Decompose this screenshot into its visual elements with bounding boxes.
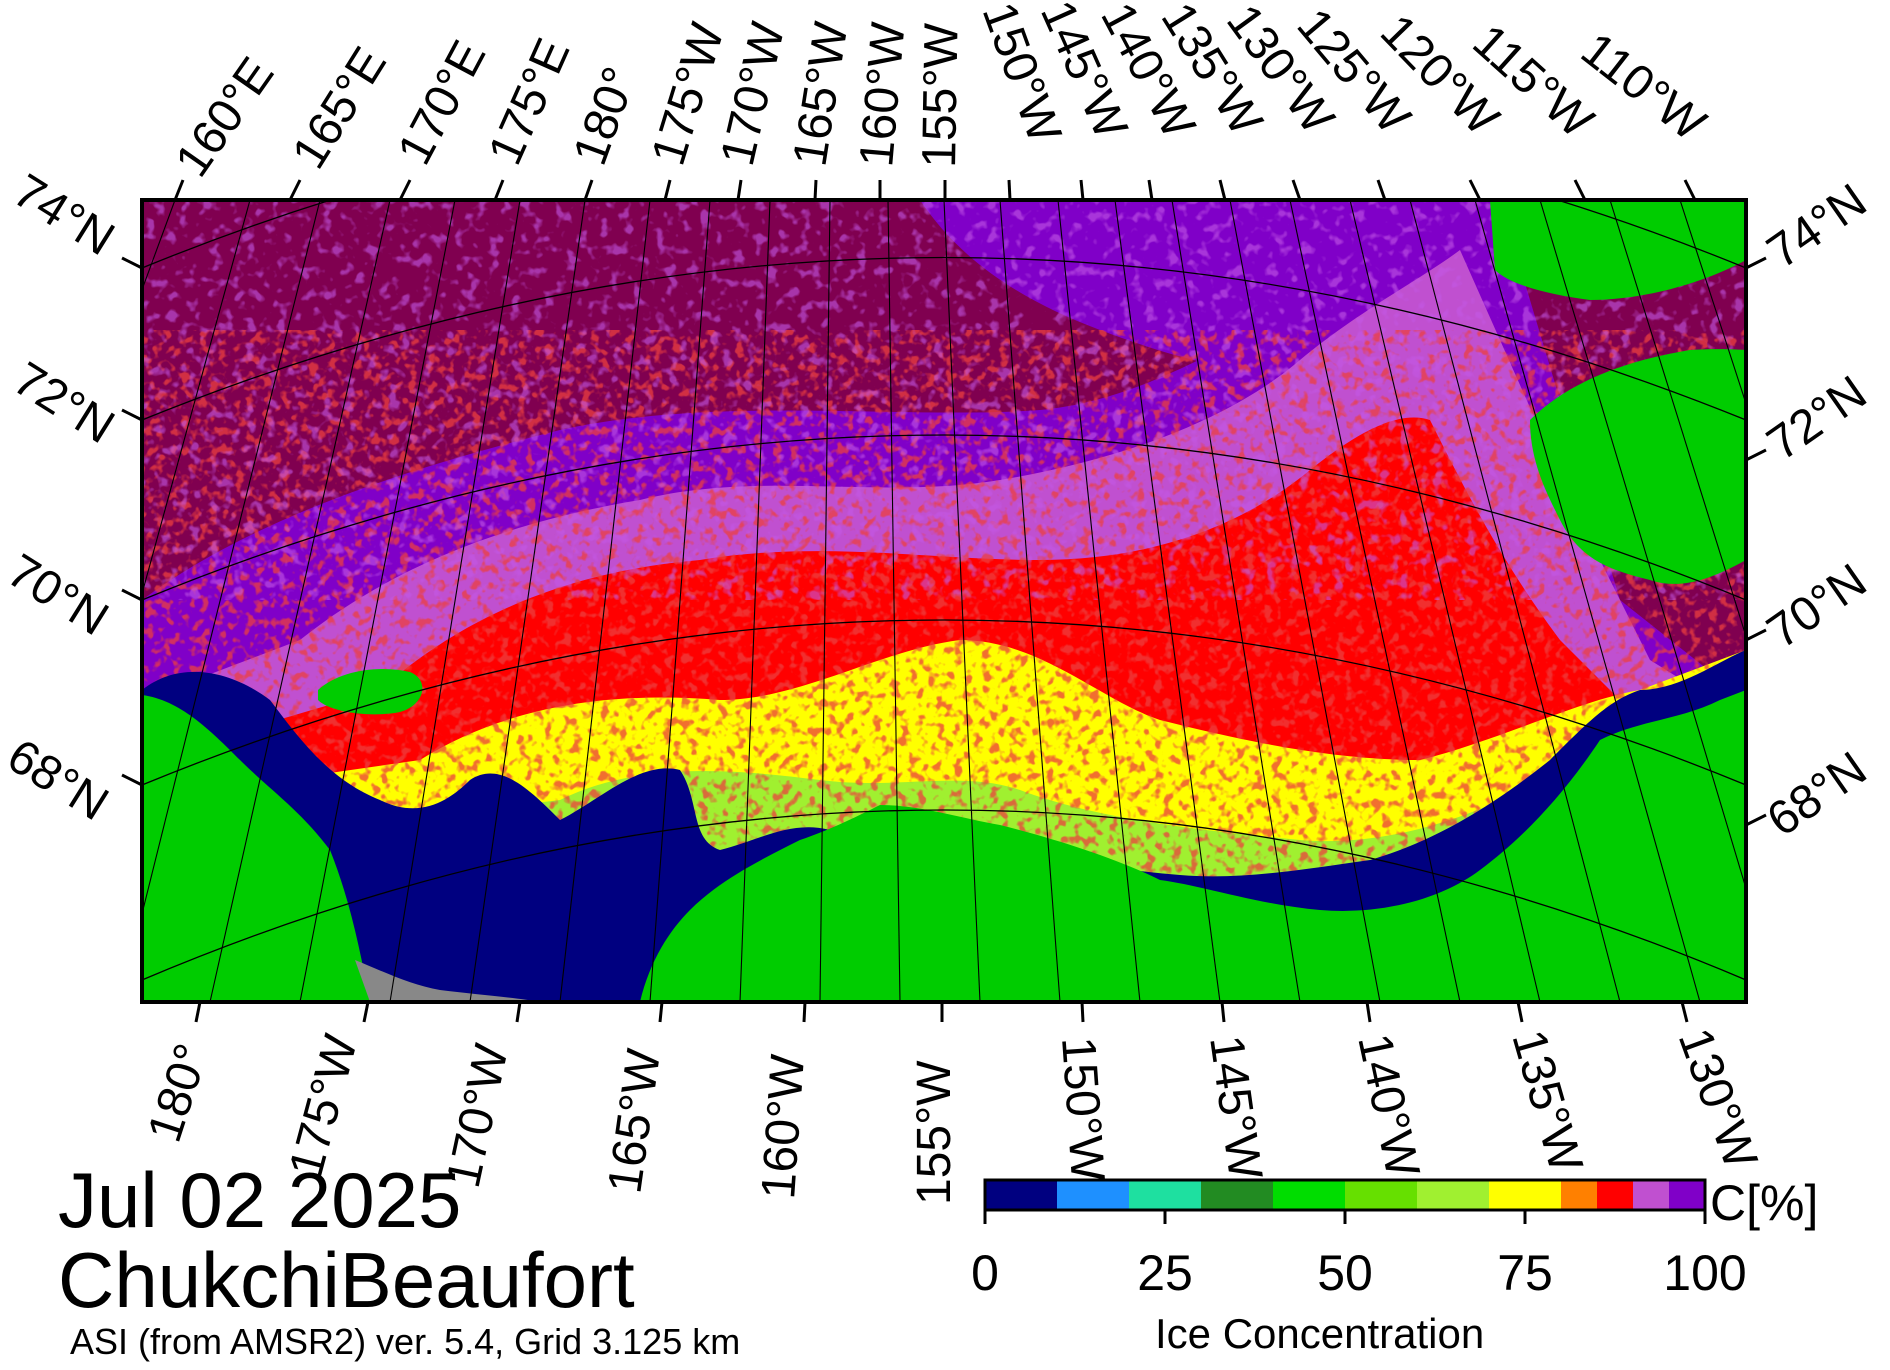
colorbar-bin bbox=[1273, 1180, 1345, 1210]
bottom-lon-label: 155°W bbox=[908, 1060, 961, 1205]
missing-data bbox=[355, 960, 540, 1002]
colorbar bbox=[983, 1178, 1707, 1224]
colorbar-tick-label: 25 bbox=[1137, 1245, 1193, 1301]
chukotka-land bbox=[142, 695, 370, 1002]
right-lat-label: 68°N bbox=[1758, 742, 1876, 847]
map-area bbox=[142, 200, 1746, 1002]
left-lat-label: 72°N bbox=[4, 352, 123, 454]
top-lon-label: 165°E bbox=[282, 38, 397, 177]
colorbar-bin bbox=[1669, 1180, 1705, 1210]
bottom-lon-label: 165°W bbox=[598, 1045, 671, 1196]
top-lon-label: 110°W bbox=[1571, 23, 1715, 152]
top-longitude-axis: 160°E 165°E 170°E 175°E 180° 175°W 170°W… bbox=[166, 0, 1716, 201]
alaska-land bbox=[640, 690, 1746, 1002]
colorbar-bin bbox=[1201, 1180, 1273, 1210]
colorbar-bin bbox=[1561, 1180, 1597, 1210]
colorbar-bin bbox=[1417, 1180, 1489, 1210]
colorbar-bin bbox=[1057, 1180, 1129, 1210]
left-lat-label: 74°N bbox=[4, 164, 123, 266]
colorbar-tick-label: 50 bbox=[1317, 1245, 1373, 1301]
bottom-lon-label: 135°W bbox=[1501, 1024, 1592, 1178]
product-description: ASI (from AMSR2) ver. 5.4, Grid 3.125 km bbox=[70, 1321, 741, 1362]
left-latitude-axis: 74°N 72°N 70°N 68°N bbox=[0, 164, 143, 831]
right-lat-label: 72°N bbox=[1758, 366, 1876, 471]
colorbar-tick-label: 75 bbox=[1497, 1245, 1553, 1301]
left-lat-label: 68°N bbox=[0, 729, 117, 831]
bottom-lon-label: 130°W bbox=[1668, 1022, 1767, 1177]
right-lat-label: 70°N bbox=[1758, 554, 1876, 659]
colorbar-bin bbox=[1129, 1180, 1201, 1210]
colorbar-bin bbox=[1345, 1180, 1417, 1210]
colorbar-bin bbox=[1597, 1180, 1633, 1210]
bottom-lon-label: 140°W bbox=[1347, 1029, 1429, 1182]
longitude-gridlines bbox=[142, 200, 1746, 1002]
colorbar-unit: C[%] bbox=[1710, 1175, 1819, 1231]
top-lon-label: 180° bbox=[564, 60, 648, 171]
banks-island bbox=[1530, 349, 1746, 584]
colorbar-bin bbox=[1633, 1180, 1669, 1210]
top-lon-label: 160°W bbox=[850, 20, 915, 169]
bottom-lon-label: 150°W bbox=[1051, 1035, 1114, 1184]
bottom-lon-label: 180° bbox=[138, 1038, 219, 1149]
top-lon-label: 160°E bbox=[166, 48, 285, 186]
latitude-gridlines bbox=[142, 200, 1746, 981]
right-latitude-axis: 74°N 72°N 70°N 68°N bbox=[1745, 174, 1876, 847]
canadian-arctic-land bbox=[1490, 200, 1746, 300]
top-lon-label: 155°W bbox=[913, 22, 969, 168]
colorbar-tick-label: 100 bbox=[1663, 1245, 1747, 1301]
colorbar-title: Ice Concentration bbox=[1155, 1310, 1485, 1357]
map-date: Jul 02 2025 bbox=[58, 1156, 462, 1244]
top-lon-label: 165°W bbox=[784, 18, 859, 170]
wrangel-island bbox=[318, 669, 423, 715]
colorbar-bin bbox=[985, 1180, 1057, 1210]
region-name: ChukchiBeaufort bbox=[58, 1236, 635, 1324]
colorbar-bin bbox=[1489, 1180, 1561, 1210]
bottom-lon-label: 145°W bbox=[1199, 1032, 1272, 1183]
right-lat-label: 74°N bbox=[1758, 174, 1876, 279]
bottom-lon-label: 160°W bbox=[752, 1052, 815, 1201]
colorbar-tick-label: 0 bbox=[971, 1245, 999, 1301]
left-lat-label: 70°N bbox=[0, 544, 117, 646]
